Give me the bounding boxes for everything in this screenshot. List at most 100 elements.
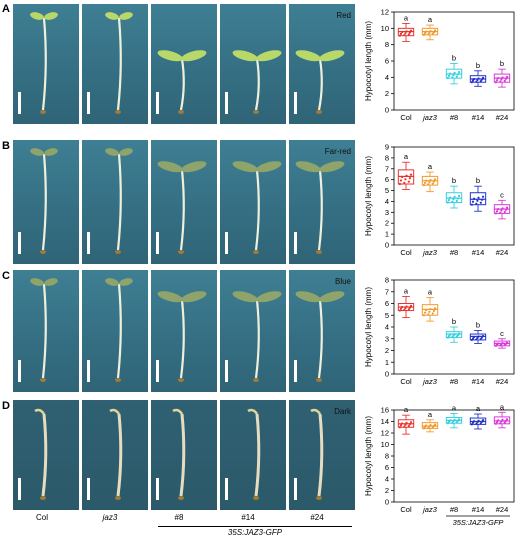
- seedling-drawing: [30, 12, 58, 114]
- seedling-photo: [82, 400, 148, 510]
- y-tick-label: 14: [381, 417, 389, 426]
- seedling-drawing: [109, 408, 123, 500]
- data-point: [456, 197, 460, 200]
- data-point: [403, 181, 406, 184]
- y-tick-label: 10: [381, 440, 389, 449]
- data-point: [399, 307, 403, 310]
- data-point: [481, 195, 485, 198]
- data-point: [471, 421, 475, 424]
- chart-red: 0 2 4 6 8 10 12 Hypocotyl length (mm) a Col a jaz3 b…: [364, 8, 515, 122]
- significance-letter: c: [500, 190, 504, 199]
- genotype-label-8: #8: [174, 513, 184, 522]
- seedling-drawing: [30, 278, 58, 382]
- data-point: [481, 334, 485, 338]
- seedling-drawing: [247, 408, 261, 500]
- data-point: [495, 79, 499, 82]
- data-point: [480, 78, 484, 81]
- seedling-drawing: [172, 408, 186, 500]
- seedling-photo: [82, 4, 148, 124]
- data-point: [405, 305, 408, 308]
- x-tick-label: #8: [450, 377, 458, 386]
- x-tick-label: #8: [450, 248, 458, 257]
- data-point: [448, 333, 452, 336]
- seedling-photo: [151, 270, 217, 392]
- y-axis-label: Hypocotyl length (mm): [364, 416, 373, 496]
- data-point: [475, 80, 478, 83]
- data-point: [448, 72, 452, 75]
- data-point: [408, 177, 412, 180]
- scale-bar: [18, 92, 21, 114]
- condition-label: Dark: [334, 407, 351, 416]
- data-point: [499, 80, 502, 83]
- data-point: [503, 421, 506, 424]
- data-point: [424, 179, 428, 182]
- significance-letter: a: [404, 286, 409, 295]
- data-point: [433, 307, 437, 310]
- chart-far-red: 0 1 2 3 4 5 6 7 89 Hypocotyl length (mm) a Col a jaz3…: [364, 143, 515, 257]
- data-point: [470, 203, 473, 206]
- scale-bar: [87, 92, 90, 114]
- data-point: [427, 313, 430, 316]
- data-point: [405, 174, 408, 177]
- data-point: [404, 423, 407, 426]
- y-tick-label: 12: [381, 429, 389, 438]
- data-point: [432, 180, 436, 183]
- seedling-drawing: [157, 161, 207, 254]
- data-point: [424, 30, 428, 33]
- data-point: [505, 341, 509, 344]
- data-point: [407, 308, 410, 311]
- y-axis-label: Hypocotyl length (mm): [364, 287, 373, 367]
- data-point: [400, 30, 404, 34]
- data-point: [455, 199, 458, 202]
- data-point: [409, 304, 413, 307]
- data-point: [505, 206, 509, 209]
- data-point: [504, 77, 508, 80]
- data-point: [453, 418, 456, 421]
- data-point: [400, 175, 404, 179]
- scale-bar: [87, 360, 90, 382]
- seedling-photo: [13, 140, 79, 264]
- y-tick-label: 5: [385, 311, 389, 320]
- y-tick-label: 6: [385, 175, 389, 184]
- data-point: [471, 200, 475, 203]
- seedling-photo: [13, 270, 79, 392]
- data-point: [501, 76, 504, 79]
- scale-bar: [225, 232, 228, 254]
- condition-label: Red: [336, 11, 351, 20]
- data-point: [423, 32, 427, 35]
- x-tick-label: Col: [400, 248, 412, 257]
- data-point: [447, 198, 451, 202]
- y-tick-label: 8: [385, 276, 389, 285]
- x-tick-label: #8: [450, 505, 458, 514]
- data-point: [481, 419, 485, 422]
- y-tick-label: 4: [385, 197, 389, 206]
- y-tick-label: 9: [385, 143, 389, 152]
- significance-letter: a: [428, 410, 433, 419]
- data-point: [503, 79, 506, 82]
- y-tick-label: 8: [385, 153, 389, 162]
- data-point: [494, 422, 497, 425]
- data-point: [472, 197, 476, 200]
- genotype-label-14: #14: [241, 513, 255, 522]
- panel-letter-b: B: [2, 140, 10, 152]
- data-point: [496, 342, 500, 345]
- y-tick-label: 1: [385, 230, 389, 239]
- data-point: [457, 71, 461, 74]
- data-point: [500, 420, 503, 423]
- significance-letter: a: [428, 288, 433, 297]
- data-point: [424, 424, 428, 427]
- data-point: [480, 198, 484, 201]
- y-tick-label: 5: [385, 186, 389, 195]
- seedling-photo: [82, 270, 148, 392]
- data-point: [475, 422, 478, 425]
- data-point: [408, 306, 412, 309]
- scale-bar: [225, 360, 228, 382]
- panel-letter-a: A: [2, 3, 10, 15]
- data-point: [501, 341, 504, 345]
- significance-letter: a: [404, 152, 409, 161]
- seedling-drawing: [105, 278, 133, 382]
- significance-letter: b: [452, 176, 456, 185]
- seedling-photo: Red: [289, 4, 355, 124]
- data-point: [505, 418, 509, 421]
- data-point: [475, 202, 478, 205]
